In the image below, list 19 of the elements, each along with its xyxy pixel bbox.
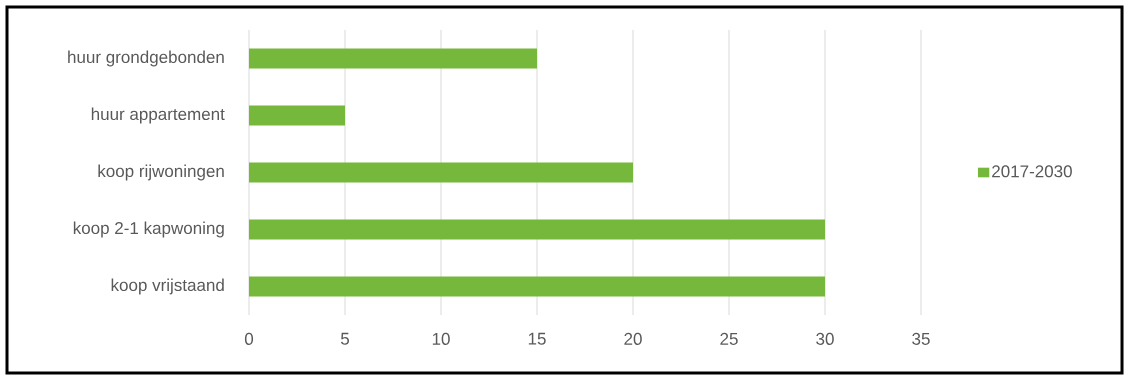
bar bbox=[249, 162, 633, 183]
x-tick-label: 5 bbox=[340, 332, 350, 345]
x-tick-label: 10 bbox=[432, 332, 450, 345]
x-tick-label: 30 bbox=[816, 332, 834, 345]
y-tick-label: koop rijwoningen bbox=[98, 164, 224, 181]
y-tick-label: huur grondgebonden bbox=[68, 50, 224, 67]
y-tick-label: koop 2-1 kapwoning bbox=[73, 221, 224, 238]
legend-label: 2017-2030 bbox=[992, 165, 1072, 178]
bar bbox=[249, 219, 825, 240]
x-tick-label: 15 bbox=[528, 332, 546, 345]
y-tick-label: huur appartement bbox=[91, 107, 225, 124]
y-tick-label: koop vrijstaand bbox=[111, 278, 224, 295]
x-tick-label: 25 bbox=[720, 332, 738, 345]
bar bbox=[249, 276, 825, 297]
x-tick-label: 20 bbox=[624, 332, 642, 345]
x-tick-label: 35 bbox=[912, 332, 930, 345]
x-tick-label: 0 bbox=[244, 332, 254, 345]
bar bbox=[249, 105, 345, 126]
bar bbox=[249, 48, 537, 69]
